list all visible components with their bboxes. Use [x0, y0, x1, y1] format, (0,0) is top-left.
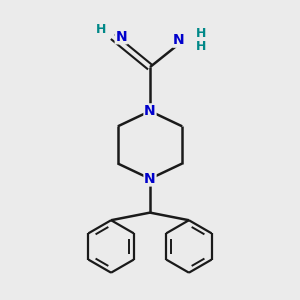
Text: N: N — [144, 172, 156, 186]
Text: N: N — [144, 104, 156, 118]
Text: N: N — [116, 30, 127, 44]
Text: H: H — [196, 27, 206, 40]
Text: N: N — [173, 33, 184, 47]
Text: H: H — [196, 40, 206, 53]
Text: H: H — [96, 23, 106, 36]
